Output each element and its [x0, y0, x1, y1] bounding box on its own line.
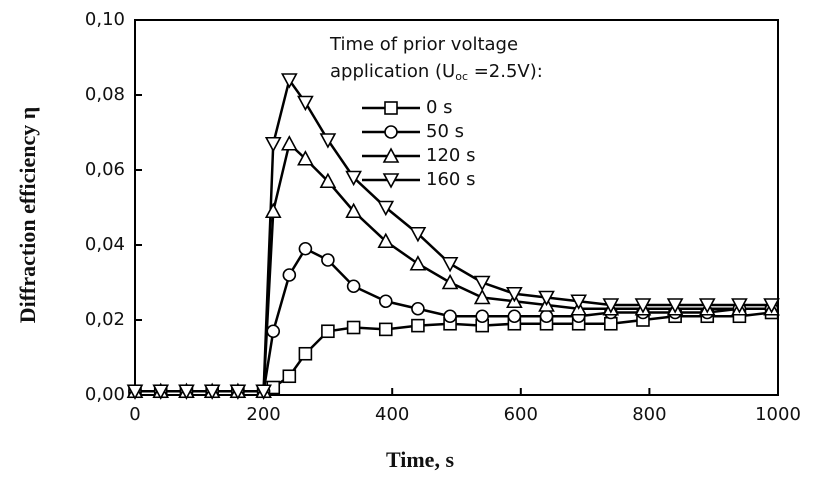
marker	[280, 135, 298, 151]
marker	[731, 298, 748, 314]
x-tick-label: 600	[504, 404, 538, 425]
marker	[377, 232, 395, 249]
marker	[280, 73, 298, 89]
y-tick-label: 0,04	[85, 234, 125, 255]
marker	[411, 318, 425, 333]
marker	[378, 294, 393, 309]
marker	[178, 384, 195, 400]
legend-label: 160 s	[426, 169, 475, 190]
marker	[203, 384, 221, 400]
y-tick-label: 0,02	[85, 309, 125, 330]
plot-frame	[134, 19, 779, 396]
x-tick-label: 1000	[755, 404, 801, 425]
marker	[264, 202, 282, 219]
marker	[666, 298, 684, 314]
marker	[297, 150, 314, 166]
legend-title: application (Uoc =2.5V):	[330, 61, 543, 83]
marker	[264, 136, 282, 153]
marker	[319, 133, 337, 149]
marker	[473, 288, 491, 305]
x-tick-label: 400	[375, 404, 409, 425]
marker	[411, 301, 425, 316]
legend-label: 0 s	[426, 97, 453, 118]
legend-title-sub: oc	[455, 70, 468, 83]
x-tick-label: 800	[632, 404, 666, 425]
legend-marker	[382, 173, 400, 189]
x-tick-label: 200	[246, 404, 280, 425]
legend-title: Time of prior voltage	[329, 34, 518, 55]
marker	[321, 253, 335, 267]
marker	[507, 309, 522, 324]
marker	[319, 172, 337, 189]
marker	[345, 202, 362, 219]
marker	[441, 273, 459, 290]
y-tick-label: 0,06	[85, 159, 125, 180]
y-tick-label: 0,08	[85, 84, 125, 105]
marker	[604, 316, 618, 331]
marker	[229, 384, 247, 400]
marker	[321, 324, 335, 339]
legend-title-part: application (U	[330, 61, 455, 82]
marker	[602, 298, 620, 314]
legend-marker	[382, 147, 400, 163]
marker	[377, 200, 395, 217]
marker	[473, 275, 491, 292]
y-axis-label: Diffraction efficiency η	[15, 107, 40, 324]
marker	[409, 255, 427, 271]
legend-marker	[384, 125, 398, 139]
y-tick-label: 0,00	[85, 384, 125, 405]
marker	[539, 309, 554, 324]
marker	[255, 384, 272, 400]
marker	[298, 241, 313, 256]
marker	[282, 268, 297, 282]
marker	[345, 170, 362, 187]
marker	[282, 369, 297, 384]
legend-label: 50 s	[426, 121, 464, 142]
marker	[378, 322, 393, 337]
legend-label: 120 s	[426, 145, 475, 166]
marker	[126, 384, 144, 400]
marker	[443, 309, 457, 324]
marker	[346, 279, 361, 294]
y-tick-label: 0,10	[85, 9, 125, 30]
marker	[570, 294, 588, 310]
marker	[763, 298, 780, 314]
marker	[441, 256, 459, 273]
x-axis-label: Time, s	[386, 447, 454, 472]
marker	[538, 290, 555, 307]
marker	[634, 298, 652, 314]
marker	[297, 95, 314, 112]
marker	[506, 286, 523, 303]
legend-marker	[384, 101, 398, 115]
marker	[266, 324, 281, 339]
marker	[152, 384, 170, 400]
marker	[409, 226, 427, 243]
marker	[298, 346, 313, 361]
marker	[346, 320, 361, 335]
marker	[475, 309, 490, 324]
x-tick-label: 0	[129, 404, 140, 425]
marker	[698, 298, 716, 314]
legend-title-part: =2.5V):	[468, 61, 543, 82]
